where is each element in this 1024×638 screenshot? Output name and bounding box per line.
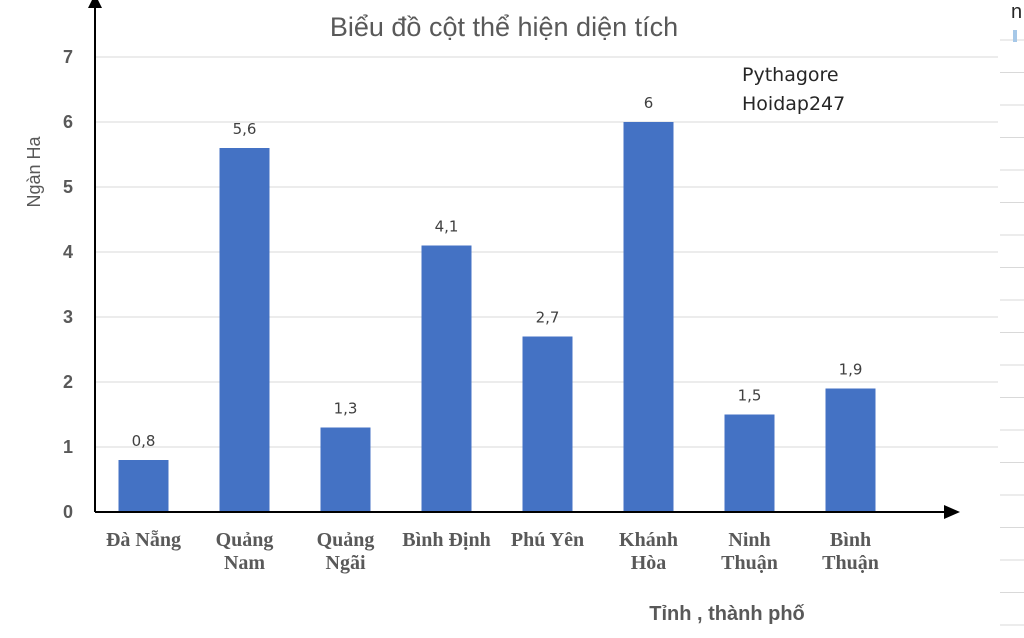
bar xyxy=(623,122,674,512)
annotation-hoidap247: Hoidap247 xyxy=(742,93,845,115)
data-label: 6 xyxy=(644,94,654,112)
y-tick-label: 7 xyxy=(63,47,73,67)
x-tick-label: Quảng xyxy=(216,529,274,551)
y-tick-label: 5 xyxy=(63,177,73,197)
data-label: 4,1 xyxy=(435,218,459,236)
x-tick-label: Bình Định xyxy=(402,529,490,551)
x-tick-label: Hòa xyxy=(631,552,667,574)
annotation-pythagore: Pythagore xyxy=(742,64,839,86)
bars xyxy=(118,122,876,512)
bar xyxy=(118,460,169,512)
y-tick-label: 6 xyxy=(63,112,73,132)
sheet-marker xyxy=(1013,30,1017,42)
edge-text: n xyxy=(1011,1,1022,23)
x-tick-label: Ngãi xyxy=(326,552,366,574)
bar xyxy=(724,414,775,512)
y-tick-label: 1 xyxy=(63,437,73,457)
data-label: 0,8 xyxy=(132,432,156,450)
bar xyxy=(825,388,876,512)
x-tick-label: Khánh xyxy=(619,529,678,551)
bar xyxy=(219,148,270,512)
x-axis-label: Tỉnh , thành phố xyxy=(649,603,805,625)
data-label: 1,5 xyxy=(738,387,762,405)
bar xyxy=(320,427,371,512)
data-label: 5,6 xyxy=(233,120,257,138)
bar xyxy=(421,245,472,512)
x-tick-label: Thuận xyxy=(721,552,778,574)
bar xyxy=(522,336,573,512)
x-axis-arrow xyxy=(944,505,960,519)
data-label: 1,9 xyxy=(839,361,863,379)
x-tick-label: Phú Yên xyxy=(511,529,584,551)
chart-title: Biểu đồ cột thể hiện diện tích xyxy=(330,12,678,42)
x-tick-label: Thuận xyxy=(822,552,879,574)
data-label: 2,7 xyxy=(536,309,560,327)
x-tick-label: Đà Nẵng xyxy=(106,529,181,551)
y-tick-label: 0 xyxy=(63,502,73,522)
x-tick-label: Quảng xyxy=(317,529,375,551)
x-tick-label: Ninh xyxy=(728,529,770,551)
y-axis-label: Ngàn Ha xyxy=(24,135,44,207)
y-tick-label: 4 xyxy=(63,242,73,262)
y-tick-labels: 0 1 2 3 4 5 6 7 xyxy=(63,47,73,522)
y-tick-label: 2 xyxy=(63,372,73,392)
data-labels: 0,8 5,6 1,3 4,1 2,7 6 1,5 1,9 xyxy=(132,94,863,450)
y-tick-label: 3 xyxy=(63,307,73,327)
right-edge-grid xyxy=(1000,30,1024,626)
x-tick-label: Nam xyxy=(224,552,265,574)
data-label: 1,3 xyxy=(334,400,358,418)
x-tick-label: Bình xyxy=(830,529,871,551)
y-axis-arrow xyxy=(88,0,102,8)
